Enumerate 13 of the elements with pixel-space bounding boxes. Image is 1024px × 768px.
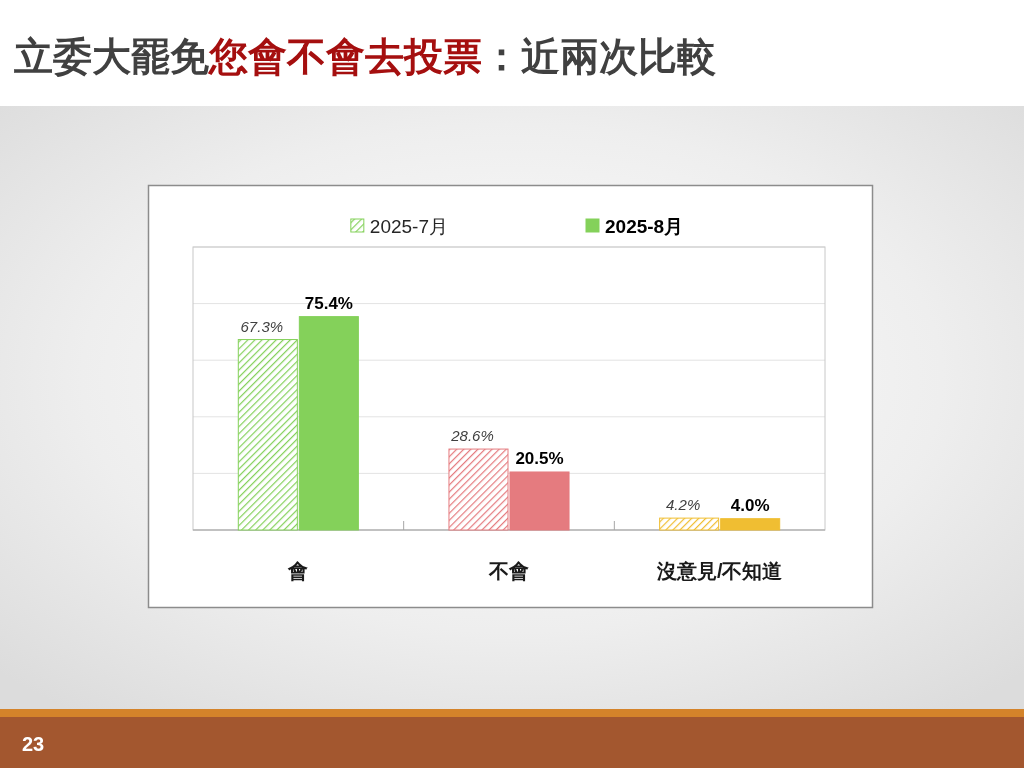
data-label: 28.6% <box>450 427 494 445</box>
x-tick-label: 沒意見/不知道 <box>655 560 783 582</box>
title: 立委大罷免您會不會去投票：近兩次比較 <box>14 35 716 78</box>
text: 23 <box>22 733 45 755</box>
data-label: 67.3% <box>240 317 284 335</box>
x-tick-label: 不會 <box>488 560 529 582</box>
data-label: 75.4% <box>304 293 353 313</box>
data-label: 4.2% <box>666 496 701 514</box>
x-tick-label: 會 <box>287 560 309 582</box>
legend-label: 2025-8月 <box>605 216 684 237</box>
data-label: 4.0% <box>730 495 770 515</box>
data-label: 20.5% <box>515 448 564 468</box>
legend-label: 2025-7月 <box>369 216 448 237</box>
